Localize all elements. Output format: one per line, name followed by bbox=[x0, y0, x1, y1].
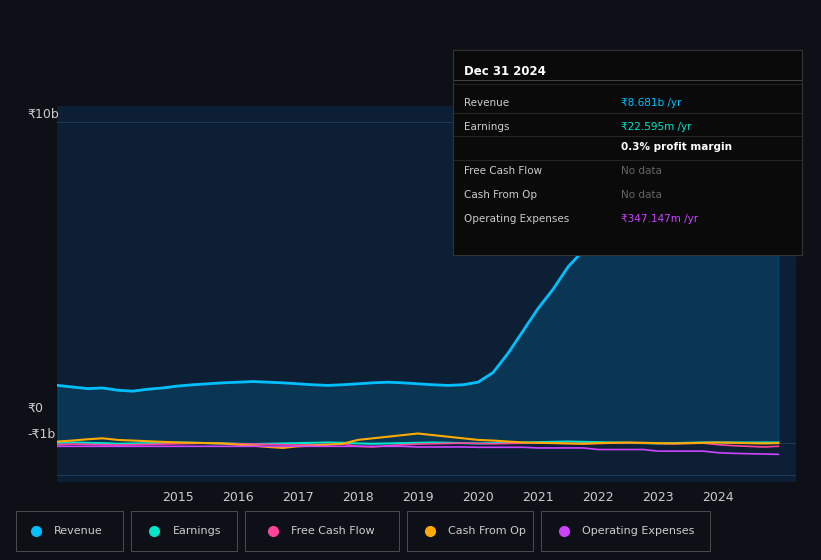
Text: ₹347.147m /yr: ₹347.147m /yr bbox=[621, 214, 698, 224]
Text: Operating Expenses: Operating Expenses bbox=[464, 214, 569, 224]
Text: Revenue: Revenue bbox=[464, 97, 509, 108]
Text: ₹10b: ₹10b bbox=[27, 108, 59, 122]
Text: Earnings: Earnings bbox=[464, 122, 509, 132]
Text: No data: No data bbox=[621, 166, 662, 176]
Text: Revenue: Revenue bbox=[54, 526, 103, 535]
Text: 0.3% profit margin: 0.3% profit margin bbox=[621, 142, 732, 152]
Text: ₹0: ₹0 bbox=[27, 402, 43, 416]
Text: Dec 31 2024: Dec 31 2024 bbox=[464, 65, 545, 78]
Text: Earnings: Earnings bbox=[172, 526, 221, 535]
Text: Cash From Op: Cash From Op bbox=[448, 526, 526, 535]
Text: -₹1b: -₹1b bbox=[27, 427, 55, 441]
Text: ₹8.681b /yr: ₹8.681b /yr bbox=[621, 97, 681, 108]
Text: Free Cash Flow: Free Cash Flow bbox=[464, 166, 542, 176]
Text: Cash From Op: Cash From Op bbox=[464, 189, 537, 199]
Text: Operating Expenses: Operating Expenses bbox=[582, 526, 695, 535]
Text: Free Cash Flow: Free Cash Flow bbox=[291, 526, 374, 535]
Text: ₹22.595m /yr: ₹22.595m /yr bbox=[621, 122, 691, 132]
Text: No data: No data bbox=[621, 189, 662, 199]
